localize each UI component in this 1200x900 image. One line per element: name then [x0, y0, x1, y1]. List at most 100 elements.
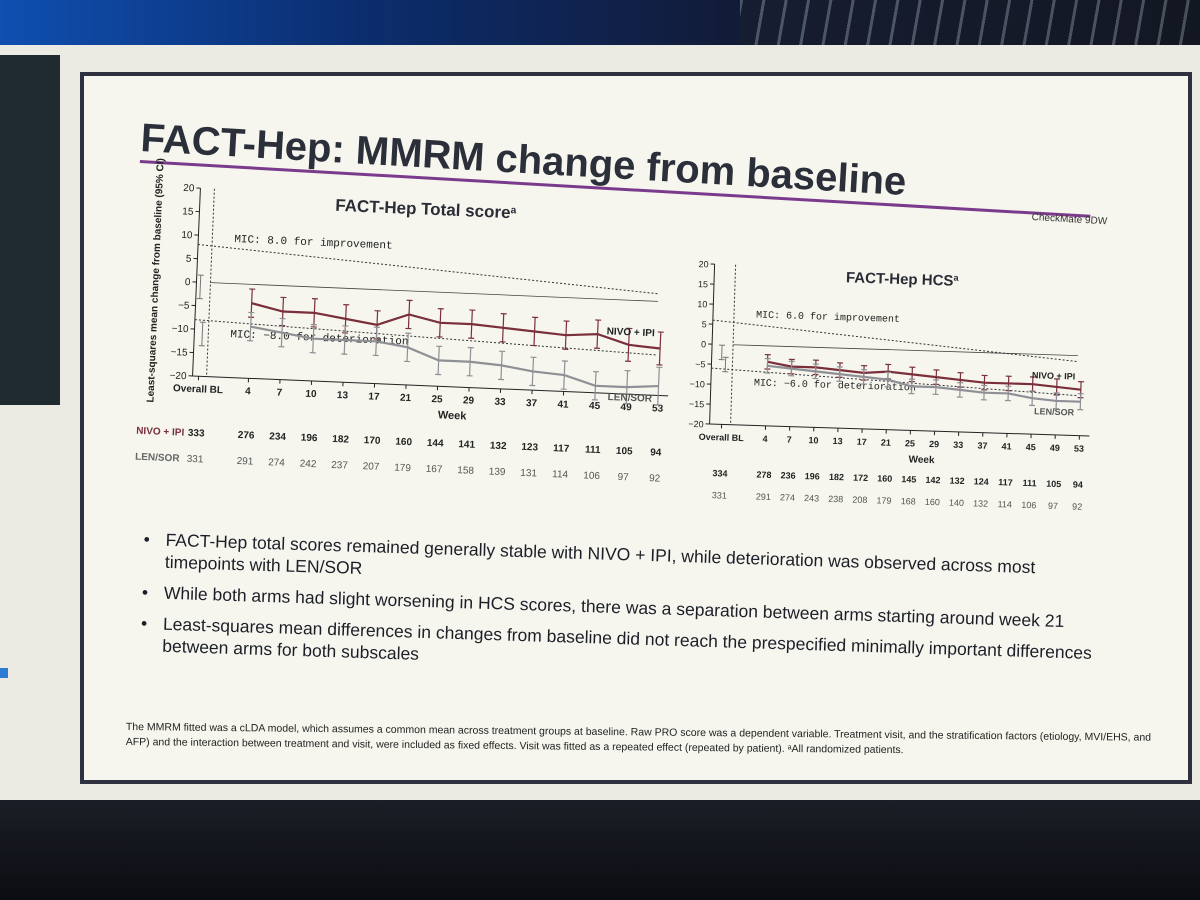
risk-count: 132 — [490, 440, 508, 452]
series-label-len-sor: LEN/SOR — [1034, 406, 1075, 417]
x-tick-label: 29 — [463, 395, 475, 406]
y-tick-label: 20 — [183, 183, 195, 194]
risk-count: 106 — [583, 470, 601, 482]
error-bar — [249, 312, 252, 341]
error-bar — [500, 351, 503, 380]
risk-count: 114 — [997, 499, 1012, 509]
risk-count: 172 — [853, 473, 868, 483]
x-tick-label: 7 — [276, 388, 282, 399]
y-tick-label: −15 — [170, 347, 188, 359]
x-tick-label: 17 — [857, 437, 867, 447]
y-tick-label: 5 — [702, 319, 707, 329]
error-bar — [563, 360, 566, 390]
x-axis-label: Week — [438, 409, 468, 422]
x-tick-label: 17 — [368, 391, 380, 402]
chart-title-footnote-mark: a — [953, 273, 959, 283]
series-line-len-sor — [250, 325, 659, 389]
chart-total-score: FACT-Hep Total scorea20151050−5−10−15−20… — [135, 158, 669, 485]
error-bar — [406, 333, 409, 362]
risk-count: 238 — [828, 494, 843, 504]
y-tick-label: −20 — [169, 371, 187, 383]
error-bar — [657, 367, 660, 405]
x-tick-label: 53 — [1074, 444, 1084, 454]
risk-count: 111 — [1022, 478, 1036, 488]
risk-count: 92 — [1072, 501, 1082, 511]
chart-title: FACT-Hep HCSa — [846, 269, 960, 290]
x-axis — [192, 375, 669, 397]
x-tick-label: 7 — [787, 434, 792, 444]
risk-count: 139 — [489, 466, 507, 478]
error-bar — [280, 318, 284, 347]
mic-label: MIC: 6.0 for improvement — [756, 309, 900, 326]
zero-line — [733, 344, 1078, 356]
error-bar — [1055, 378, 1058, 395]
x-tick-label: 29 — [929, 439, 939, 449]
y-tick-label: −5 — [695, 359, 706, 369]
y-tick-label: −15 — [689, 399, 705, 409]
x-tick-label: 41 — [557, 399, 569, 410]
x-tick-label: 37 — [526, 398, 538, 409]
x-tick-label: 21 — [400, 393, 412, 404]
risk-count: 124 — [974, 476, 989, 486]
risk-count: 291 — [236, 456, 254, 468]
y-tick-label: 5 — [186, 254, 192, 265]
risk-count: 331 — [712, 490, 727, 500]
x-tick-label: 41 — [1001, 441, 1011, 451]
risk-count: 123 — [521, 442, 539, 454]
mic-reference-line — [194, 319, 656, 356]
mic-label: MIC: 8.0 for improvement — [234, 234, 393, 253]
left-side-screen — [0, 55, 60, 405]
risk-count: 236 — [780, 470, 795, 480]
x-tick-label: 49 — [620, 402, 632, 413]
risk-count: 278 — [756, 470, 771, 480]
x-tick-label: 10 — [808, 435, 818, 445]
x-tick-label: 33 — [494, 397, 506, 408]
risk-count: 106 — [1021, 500, 1036, 510]
x-axis-label: Week — [908, 454, 935, 466]
x-tick-label: 13 — [832, 436, 842, 446]
risk-count: 117 — [553, 443, 570, 455]
risk-count: 141 — [458, 439, 476, 451]
risk-count: 274 — [268, 457, 286, 469]
x-tick-label: 10 — [305, 389, 317, 400]
chart-hcs: FACT-Hep HCSa20151050−5−10−15−20Overall … — [688, 259, 1090, 512]
risk-count: 182 — [332, 434, 350, 446]
error-bar — [594, 371, 597, 400]
x-tick-label: 45 — [589, 401, 601, 412]
x-tick-label: 37 — [977, 440, 987, 450]
mic-reference-line — [712, 319, 1078, 363]
risk-count: 170 — [364, 435, 382, 447]
y-tick-label: −10 — [689, 379, 705, 389]
chart-title-footnote-mark: a — [510, 205, 516, 216]
error-bar — [658, 332, 662, 365]
risk-count: 132 — [949, 476, 964, 486]
x-tick-label: 53 — [652, 403, 664, 414]
x-tick-label: 4 — [245, 386, 251, 397]
risk-count: 196 — [805, 471, 820, 481]
risk-count: 333 — [188, 428, 206, 440]
risk-count: 334 — [712, 468, 727, 478]
error-bar — [437, 346, 440, 375]
risk-count: 234 — [269, 431, 287, 443]
x-tick-label: Overall BL — [173, 383, 223, 396]
risk-count: 105 — [1046, 479, 1061, 489]
y-tick-label: 0 — [701, 339, 706, 349]
risk-count: 243 — [804, 493, 819, 503]
risk-row-label: LEN/SOR — [135, 452, 181, 465]
x-tick-label: 13 — [337, 390, 349, 401]
risk-count: 97 — [617, 472, 629, 483]
x-axis — [709, 423, 1090, 437]
risk-count: 145 — [901, 474, 916, 484]
risk-count: 132 — [973, 498, 988, 508]
x-tick-label: 21 — [881, 437, 891, 447]
error-bar — [596, 320, 599, 349]
zero-line — [210, 282, 659, 302]
risk-count: 94 — [1073, 479, 1083, 489]
risk-count: 291 — [756, 492, 771, 502]
error-bar — [501, 313, 505, 342]
mic-reference-line — [198, 243, 659, 295]
series-label-len-sor: LEN/SOR — [607, 392, 653, 405]
series-line-len-sor — [767, 364, 1081, 403]
baseline-ci — [199, 275, 202, 299]
risk-count: 105 — [616, 446, 634, 458]
